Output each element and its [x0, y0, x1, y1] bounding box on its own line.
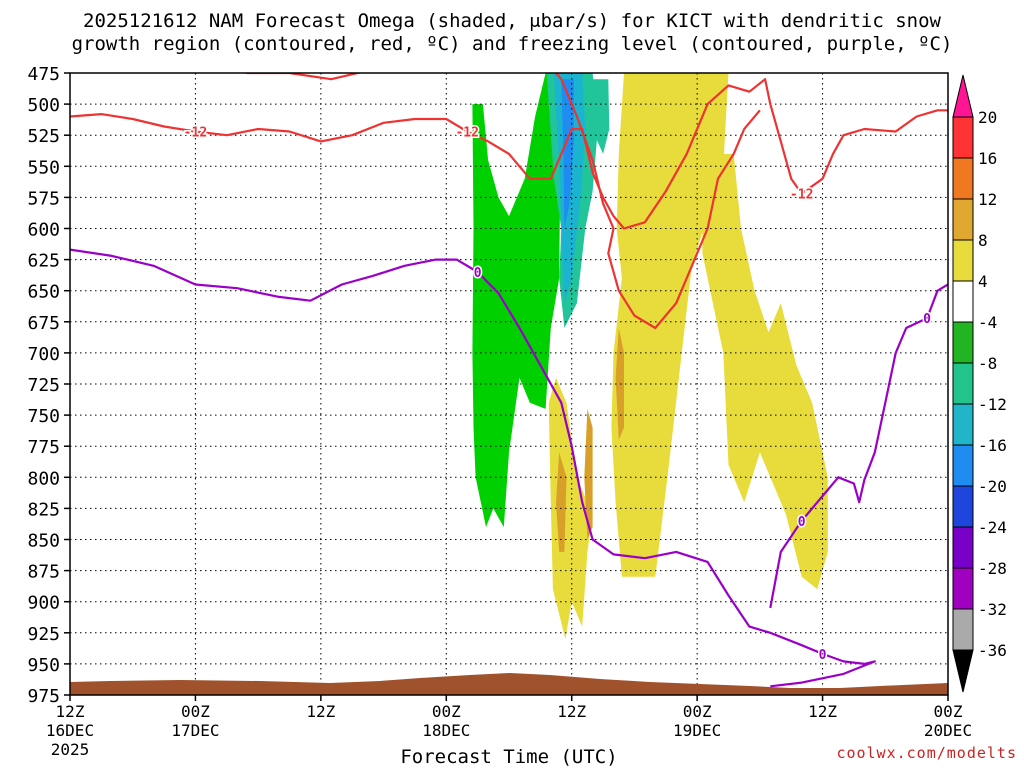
y-tick-label-525: 525: [27, 126, 60, 147]
colorbar-swatch-2: [952, 198, 974, 241]
colorbar-bottom-arrow: [952, 649, 974, 693]
colorbar-label-2: 12: [978, 190, 997, 209]
plot-area: -12 -12 -12 0 0 0 0: [70, 73, 948, 695]
colorbar-label-8: -16: [978, 436, 1007, 455]
colorbar-label-12: -32: [978, 600, 1007, 619]
y-tick-label-675: 675: [27, 313, 60, 334]
dgz-label-0-2: -12: [790, 188, 813, 203]
colorbar-swatch-7: [952, 403, 974, 446]
x-tick-time-h84: 00Z: [934, 702, 963, 721]
y-tick-label-850: 850: [27, 531, 60, 552]
y-tick-label-600: 600: [27, 220, 60, 241]
colorbar-label-11: -28: [978, 559, 1007, 578]
y-tick-label-900: 900: [27, 593, 60, 614]
x-tick-date-h0: 16DEC: [46, 721, 94, 740]
credit-text: coolwx.com/modelts: [836, 744, 1017, 762]
omega-region-gold-core-2: [584, 408, 593, 540]
y-tick-label-950: 950: [27, 655, 60, 676]
chart-title-line-1: 2025121612 NAM Forecast Omega (shaded, μ…: [83, 10, 941, 32]
y-tick-label-625: 625: [27, 251, 60, 272]
colorbar-swatch-8: [952, 444, 974, 487]
dgz-label-0-1: -12: [455, 125, 478, 140]
colorbar-label-4: 4: [978, 272, 988, 291]
x-tick-date-h60: 19DEC: [673, 721, 721, 740]
freezing-line-1: [769, 283, 948, 609]
y-tick-label-750: 750: [27, 406, 60, 427]
colorbar-label-6: -8: [978, 354, 997, 373]
x-tick-time-h60: 00Z: [683, 702, 712, 721]
x-tick-year-h0: 2025: [51, 740, 90, 759]
x-tick-time-h36: 00Z: [432, 702, 461, 721]
omega-region-gold-core-3: [615, 328, 624, 440]
y-tick-label-725: 725: [27, 375, 60, 396]
x-tick-date-h36: 18DEC: [422, 721, 470, 740]
colorbar-label-10: -24: [978, 518, 1007, 537]
x-tick-time-h24: 12Z: [306, 702, 335, 721]
dgz-contours: -12 -12 -12: [70, 73, 948, 330]
x-tick-date-h84: 20DEC: [924, 721, 972, 740]
colorbar: 20 16 12 8 4 -4 -8 -12 -16 -20 -24 -28 -32 -36: [952, 74, 1007, 693]
colorbar-swatch-6: [952, 362, 974, 405]
colorbar-label-0: 20: [978, 108, 997, 127]
x-tick-time-h72: 12Z: [808, 702, 837, 721]
colorbar-label-7: -12: [978, 395, 1007, 414]
colorbar-label-9: -20: [978, 477, 1007, 496]
y-tick-label-975: 975: [27, 686, 60, 707]
y-tick-label-475: 475: [27, 64, 60, 85]
grid-lines: [70, 73, 948, 695]
x-tick-time-h0: 12Z: [56, 702, 85, 721]
y-tick-label-500: 500: [27, 95, 60, 116]
colorbar-swatch-11: [952, 567, 974, 610]
y-tick-label-875: 875: [27, 562, 60, 583]
y-tick-label-925: 925: [27, 624, 60, 645]
freezing-line-0: [70, 248, 876, 688]
colorbar-label-3: 8: [978, 231, 988, 250]
omega-region-green-upward-motion: [472, 73, 562, 528]
colorbar-label-13: -36: [978, 641, 1007, 660]
terrain-layer: [70, 673, 948, 695]
colorbar-swatch-10: [952, 526, 974, 569]
colorbar-swatch-9: [952, 485, 974, 528]
terrain-fill: [70, 673, 948, 695]
colorbar-label-5: -4: [978, 313, 997, 332]
omega-region-blue-upward-motion: [561, 79, 574, 229]
omega-region-yellow-downward-main: [611, 73, 729, 577]
colorbar-swatch-0: [952, 116, 974, 159]
x-tick-time-h48: 12Z: [557, 702, 586, 721]
freezing-label-1-0: 0: [798, 515, 806, 530]
chart-title-line-2: growth region (contoured, red, ºC) and f…: [72, 33, 953, 55]
freezing-level-contours: 0 0 0 0: [70, 248, 948, 688]
y-tick-label-700: 700: [27, 344, 60, 365]
dgz-label-0-0: -12: [184, 125, 207, 140]
colorbar-top-arrow: [952, 74, 974, 118]
colorbar-swatch-4: [952, 280, 974, 323]
x-tick-time-h12: 00Z: [181, 702, 210, 721]
colorbar-swatch-1: [952, 157, 974, 200]
omega-region-gold-core-1: [556, 452, 567, 552]
freezing-label-0-0: 0: [474, 266, 482, 281]
y-tick-label-575: 575: [27, 188, 60, 209]
y-tick-label-775: 775: [27, 437, 60, 458]
omega-region-yellow-downward-right: [702, 153, 828, 590]
y-tick-label-550: 550: [27, 157, 60, 178]
freezing-label-1-1: 0: [923, 312, 931, 327]
colorbar-label-1: 16: [978, 149, 997, 168]
freezing-label-0-1: 0: [819, 648, 827, 663]
y-tick-label-650: 650: [27, 282, 60, 303]
colorbar-swatch-5: [952, 321, 974, 364]
x-axis-label: Forecast Time (UTC): [400, 746, 617, 768]
y-axis: 475 500 525 550 575 600 625 650 675 700 725 750 775 8…: [27, 64, 70, 707]
dgz-line-2: [554, 73, 761, 330]
dgz-line-1: [242, 73, 363, 81]
y-tick-label-825: 825: [27, 499, 60, 520]
colorbar-swatch-12: [952, 608, 974, 651]
colorbar-swatch-3: [952, 239, 974, 282]
y-tick-label-800: 800: [27, 468, 60, 489]
x-tick-date-h12: 17DEC: [171, 721, 219, 740]
